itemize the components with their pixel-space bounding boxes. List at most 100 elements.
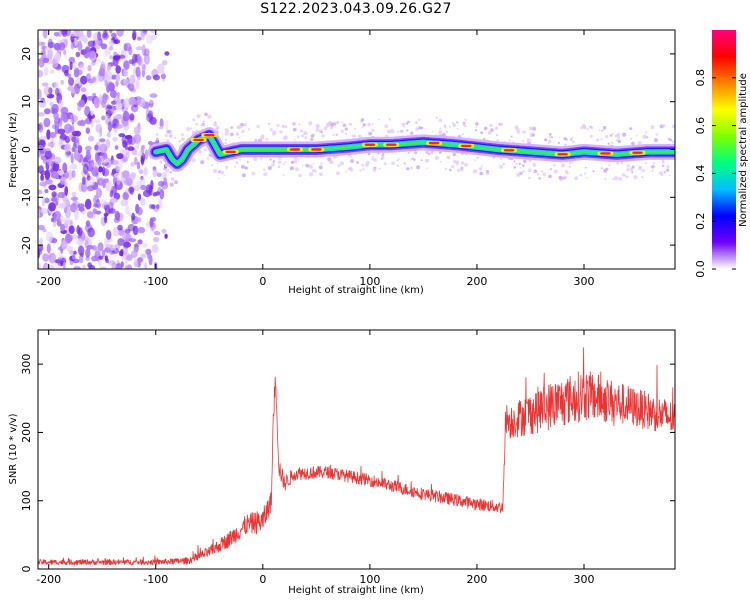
noise-blob [104, 70, 113, 82]
ridge-scatter [451, 165, 455, 169]
noise-blob [121, 116, 129, 127]
noise-blob [74, 130, 82, 137]
ridge-scatter [444, 124, 446, 127]
ridge-scatter [418, 126, 422, 130]
ridge-scatter [662, 164, 665, 167]
noise-blob [124, 142, 128, 151]
noise-blob [69, 113, 78, 124]
ridge-scatter [211, 164, 214, 167]
ridge-scatter [349, 168, 354, 172]
colorbar-tick-label: 0.4 [694, 165, 707, 183]
ridge-scatter [430, 151, 434, 155]
ridge-scatter [337, 164, 341, 168]
ridge-scatter [550, 136, 553, 139]
ridge-scatter [344, 127, 348, 131]
ridge-scatter [156, 133, 159, 136]
noise-blob [156, 204, 160, 210]
ridge-scatter [303, 131, 308, 136]
noise-blob [160, 73, 166, 79]
noise-blob [62, 162, 68, 174]
noise-blob [63, 49, 67, 56]
noise-blob [106, 243, 112, 252]
ridge-scatter [247, 128, 251, 131]
ridge-scatter [241, 173, 246, 178]
noise-blob [106, 81, 114, 92]
ridge-scatter [186, 127, 191, 132]
noise-blob [92, 203, 99, 208]
ridge-scatter [499, 164, 504, 169]
ridge-scatter [589, 134, 593, 138]
noise-blob [49, 69, 55, 75]
noise-blob [43, 265, 48, 269]
noise-blob [94, 144, 99, 151]
ridge-scatter [371, 123, 374, 125]
x-tick-label: -200 [36, 573, 61, 586]
ridge-scatter [298, 123, 301, 126]
ridge-scatter [444, 168, 448, 171]
ridge-scatter [305, 163, 309, 168]
noise-blob [38, 88, 42, 100]
ridge-scatter [461, 133, 464, 136]
noise-blob [157, 63, 165, 74]
ridge-scatter [444, 126, 447, 129]
ridge-scatter [235, 161, 239, 164]
noise-blob [64, 136, 71, 143]
ridge-scatter [166, 139, 170, 142]
noise-blob [129, 113, 135, 121]
noise-blob [126, 264, 133, 269]
noise-blob [128, 59, 135, 65]
noise-blob [64, 143, 71, 152]
ridge-scatter [439, 127, 442, 130]
noise-blob [86, 30, 92, 38]
noise-blob [98, 93, 103, 103]
noise-blob [48, 202, 56, 212]
ridge-scatter [295, 167, 299, 172]
noise-blob [164, 119, 169, 131]
noise-blob [152, 74, 160, 81]
noise-blob [40, 207, 48, 214]
noise-blob [102, 179, 106, 189]
noise-blob [116, 30, 124, 37]
noise-blob [53, 31, 60, 37]
noise-blob [109, 30, 113, 34]
noise-blob [59, 215, 65, 223]
noise-blob [144, 262, 148, 269]
ridge-scatter [372, 155, 374, 158]
noise-blob [85, 73, 91, 81]
ridge-scatter [362, 168, 365, 171]
ridge-scatter [416, 165, 421, 170]
ridge-scatter [297, 159, 300, 161]
ridge-scatter [565, 138, 568, 141]
noise-blob [153, 236, 160, 243]
noise-blob [116, 114, 123, 120]
ridge-scatter [163, 167, 166, 171]
ridge-scatter [663, 171, 666, 174]
x-tick-label: 300 [574, 573, 595, 586]
noise-blob [145, 34, 154, 45]
ridge-scatter [414, 151, 418, 155]
noise-blob [46, 129, 51, 140]
noise-blob [82, 163, 89, 175]
ridge-scatter [490, 128, 494, 132]
noise-blob [107, 131, 111, 138]
ridge-scatter [626, 168, 630, 172]
noise-blob [114, 145, 119, 150]
noise-blob [127, 146, 135, 151]
noise-blob [61, 239, 66, 250]
ridge-scatter [542, 172, 547, 176]
noise-blob [77, 203, 85, 209]
noise-blob [58, 42, 66, 51]
noise-blob [104, 255, 108, 262]
ridge-scatter [474, 129, 477, 132]
noise-blob [159, 118, 164, 129]
noise-blob [70, 88, 76, 94]
ridge-scatter [611, 141, 614, 144]
ridge-scatter [253, 157, 258, 162]
ridge-scatter [164, 134, 168, 138]
noise-blob [137, 239, 143, 245]
ridge-scatter [522, 164, 525, 167]
ridge-scatter [451, 122, 455, 125]
noise-blob [90, 61, 96, 66]
ridge-scatter [336, 171, 340, 175]
noise-blob [49, 131, 57, 139]
